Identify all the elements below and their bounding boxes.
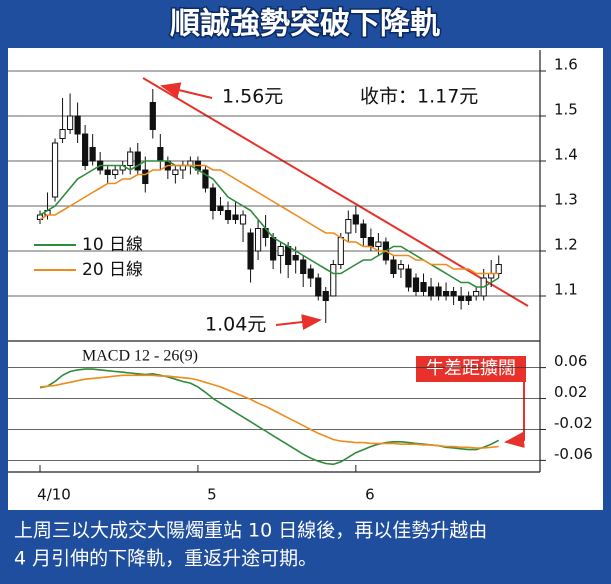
candle-body: [390, 259, 397, 274]
candle-body: [172, 169, 179, 175]
y-tick-label: 1.2: [554, 236, 578, 254]
candle-body: [142, 169, 149, 184]
y-tick-label: -0.02: [554, 414, 593, 432]
y-tick-label: 1.4: [554, 146, 578, 164]
annotation: 1.56元: [222, 86, 283, 108]
caption: 上周三以大成交大陽燭重站 10 日線後，再以佳勢升越由: [14, 520, 487, 542]
caption: 4 月引伸的下降軌，重返升途可期。: [14, 548, 317, 570]
candle-body: [465, 295, 472, 301]
candle-body: [375, 241, 382, 247]
y-tick-label: -0.06: [554, 445, 593, 463]
candle-body: [112, 169, 119, 175]
candle-body: [247, 232, 254, 270]
candle-body: [450, 291, 457, 297]
legend-label: 20 日線: [82, 260, 143, 280]
candle-body: [360, 223, 367, 238]
candle-body: [157, 147, 164, 162]
candle-body: [352, 214, 359, 225]
candle-body: [270, 237, 277, 261]
arrow: [160, 82, 213, 99]
candle-body: [405, 268, 412, 288]
annotation: 收市：1.17元: [360, 86, 478, 108]
candle-body: [397, 264, 405, 270]
candle-body: [337, 237, 344, 265]
candle-body: [277, 246, 284, 256]
candle-body: [74, 115, 81, 135]
candle-body: [254, 228, 262, 252]
candle-body: [82, 133, 89, 166]
annotation: 1.04元: [205, 314, 266, 336]
candle-body: [435, 286, 442, 297]
x-tick-label: 5: [207, 486, 217, 504]
candle-body: [217, 205, 224, 211]
page-title: 順誠強勢突破下降軌: [170, 7, 440, 42]
plot-area: [8, 48, 603, 510]
candle-body: [202, 169, 209, 189]
candle-body: [367, 237, 374, 247]
candle-body: [307, 268, 314, 279]
candle-body: [104, 169, 111, 175]
candle-body: [209, 187, 217, 211]
y-tick-label: 0.02: [554, 383, 587, 401]
candle-body: [300, 259, 307, 274]
arrow: [275, 314, 322, 330]
y-tick-label: 1.5: [554, 101, 578, 119]
x-tick-label: 6: [365, 486, 375, 504]
candle-body: [149, 102, 156, 130]
candle-body: [51, 142, 59, 198]
y-tick-label: 1.6: [554, 56, 578, 74]
candle-body: [345, 219, 352, 234]
candle-body: [66, 115, 74, 130]
panel-title: MACD 12 - 26(9): [82, 348, 198, 365]
candle-body: [322, 291, 329, 301]
candle-body: [285, 246, 292, 265]
candle-body: [224, 210, 232, 220]
candle-body: [442, 291, 450, 297]
series-line: [39, 374, 499, 449]
candle-body: [495, 264, 502, 274]
candle-body: [232, 214, 239, 220]
candle-body: [292, 255, 299, 261]
candle-body: [473, 291, 480, 297]
candle-body: [330, 264, 337, 297]
y-tick-label: 0.06: [554, 352, 587, 370]
x-tick-label: 4/10: [37, 486, 71, 504]
legend-label: 10 日線: [82, 235, 143, 255]
candle-body: [412, 277, 420, 292]
candle-body: [239, 214, 247, 225]
series-line: [39, 164, 499, 275]
annotation-box: [416, 356, 526, 382]
annotation: 牛差距擴闊: [426, 358, 516, 379]
y-tick-label: 1.3: [554, 191, 578, 209]
y-tick-label: 1.1: [554, 281, 578, 299]
candle-body: [89, 147, 96, 162]
candle-body: [420, 282, 427, 292]
candle-body: [134, 151, 141, 171]
candle-body: [59, 129, 66, 139]
candle-body: [127, 151, 134, 166]
candle-body: [427, 286, 435, 297]
candle-body: [315, 277, 322, 297]
candle-body: [458, 295, 465, 301]
